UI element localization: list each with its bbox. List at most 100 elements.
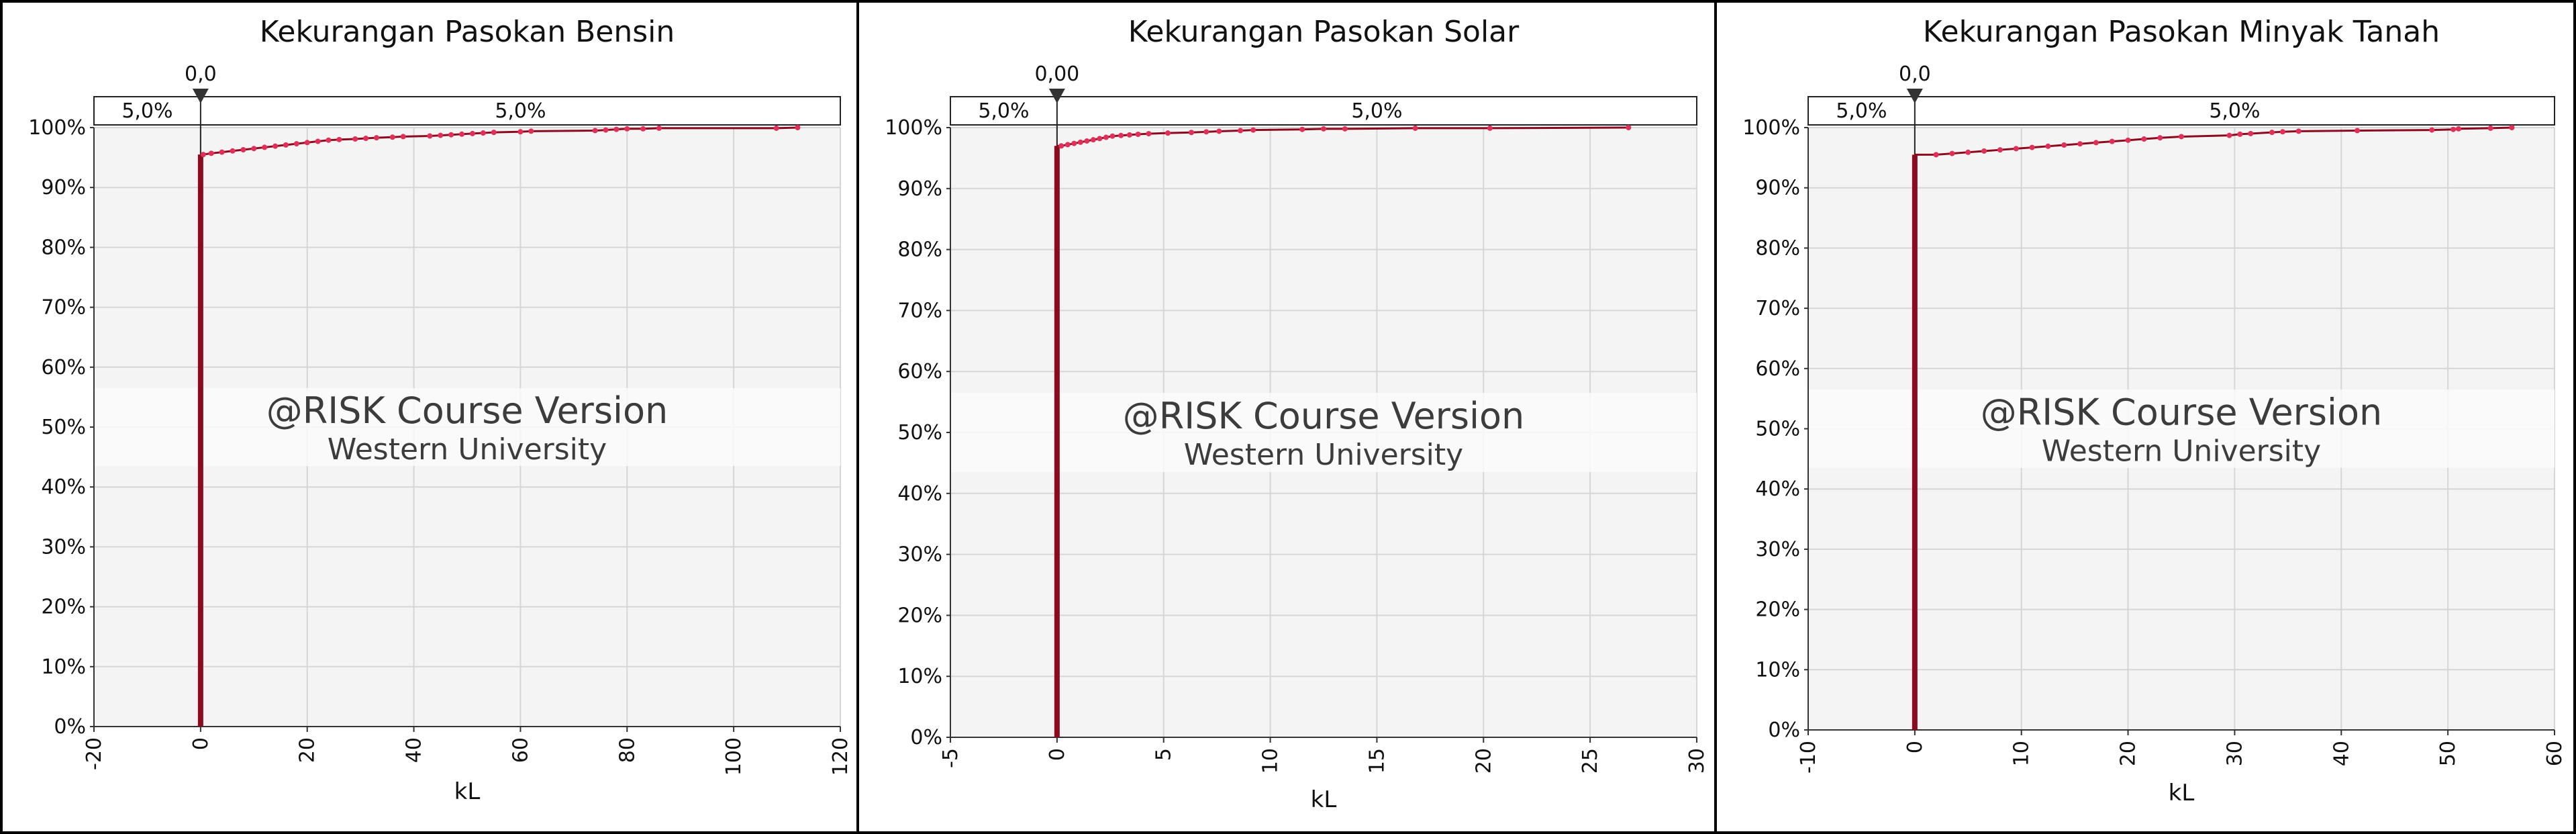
x-tick-label: 40 [403,737,426,763]
cdf-point [2279,129,2285,135]
cdf-point [2269,130,2275,136]
cdf-point [469,130,475,136]
cdf-point [1933,152,1939,158]
cdf-point [2248,130,2254,136]
y-tick-label: 40% [1755,477,1800,501]
y-tick-label: 100% [28,116,86,140]
y-tick-label: 10% [1755,658,1800,682]
x-axis-label: kL [2169,780,2195,806]
cdf-point [2013,146,2019,152]
cdf-point [1299,126,1305,132]
cdf-point [2509,125,2515,130]
band-right-label: 5,0% [495,99,546,123]
y-tick-label: 0% [910,726,942,749]
cdf-point [1071,140,1077,146]
cdf-point [336,136,342,142]
cdf-point [373,135,379,141]
x-tick-label: -10 [1797,741,1820,774]
delimiter-marker [1048,89,1065,103]
cdf-point [2237,131,2243,137]
cdf-point [2450,126,2457,132]
y-tick-label: 60% [897,360,942,383]
x-tick-label: 100 [722,737,746,776]
cdf-point [2355,128,2361,134]
chart-panel-1: Kekurangan Pasokan Bensin 0% 10% 20% 30% 40% 5… [28,15,852,805]
cdf-point [1058,143,1064,149]
cdf-point [2093,140,2099,146]
cdf-point [304,140,310,146]
cdf-point [1064,142,1071,148]
cdf-point [640,126,646,132]
y-tick-label: 30% [897,543,942,567]
cdf-point [326,137,332,143]
cdf-point [1412,125,1418,131]
cdf-point [491,130,497,136]
x-tick-label: 30 [2223,741,2246,766]
x-tick-label: 120 [829,737,852,776]
cdf-point [795,125,801,130]
delimiter-band [1807,96,2555,126]
cdf-point [773,125,779,131]
cdf-point [459,131,465,137]
cdf-point [517,129,524,135]
x-tick-label: 15 [1365,748,1389,774]
cdf-point [1981,148,1987,154]
band-left-label: 5,0% [978,99,1029,123]
cdf-point [262,144,268,150]
x-tick-label: 0 [189,737,213,750]
cdf-point [427,133,433,139]
cdf-point [2226,132,2232,138]
cdf-point [315,138,321,144]
cdf-point [2429,127,2435,133]
cdf-point [1997,147,2003,153]
y-tick-label: 40% [897,482,942,506]
cdf-point [1165,130,1171,136]
cdf-point [1090,137,1096,143]
cdf-point [283,142,289,148]
cdf-point [1135,131,1141,137]
cdf-point [1103,134,1109,140]
y-tick-label: 10% [41,655,86,679]
cdf-point [1949,150,1955,156]
cdf-point [200,152,206,158]
x-tick-label: 60 [509,737,532,763]
cdf-point [240,147,246,153]
cdf-point [251,146,257,152]
y-tick-label: 10% [897,665,942,688]
delimiter-band [950,96,1697,126]
cdf-point [1146,131,1152,137]
cdf-point [1084,138,1090,144]
x-tick-label: 25 [1579,748,1602,774]
cdf-point [448,132,454,138]
cdf-point [273,143,279,149]
y-tick-label: 0% [1768,719,1800,742]
cdf-point [2125,137,2131,143]
y-tick-label: 70% [897,299,942,322]
cdf-point [656,125,662,131]
y-tick-label: 20% [41,596,86,619]
y-tick-label: 60% [41,356,86,379]
watermark-band [950,392,1697,473]
x-tick-label: 20 [1472,748,1495,774]
chart-panel-2: Kekurangan Pasokan Solar0%10%20%30%40%50… [885,15,1709,813]
cdf-point [2295,128,2301,134]
cdf-point [480,130,486,136]
delimiter-band [93,96,841,126]
cdf-point [363,136,369,142]
x-tick-label: 80 [615,737,639,763]
x-axis-label: kL [1311,786,1337,813]
chart-title: Kekurangan Pasokan Minyak Tanah [1923,15,2440,49]
cdf-point [2029,144,2035,150]
y-tick-label: 0% [54,715,86,739]
y-tick-label: 90% [41,176,86,199]
x-tick-label: 30 [1685,748,1709,774]
cdf-point [613,126,620,132]
watermark-line2: Western University [328,432,607,467]
y-tick-label: 60% [1755,357,1800,381]
cdf-point [2061,142,2067,148]
cdf-point [624,126,630,132]
y-tick-label: 80% [41,236,86,259]
y-tick-label: 70% [41,296,86,320]
